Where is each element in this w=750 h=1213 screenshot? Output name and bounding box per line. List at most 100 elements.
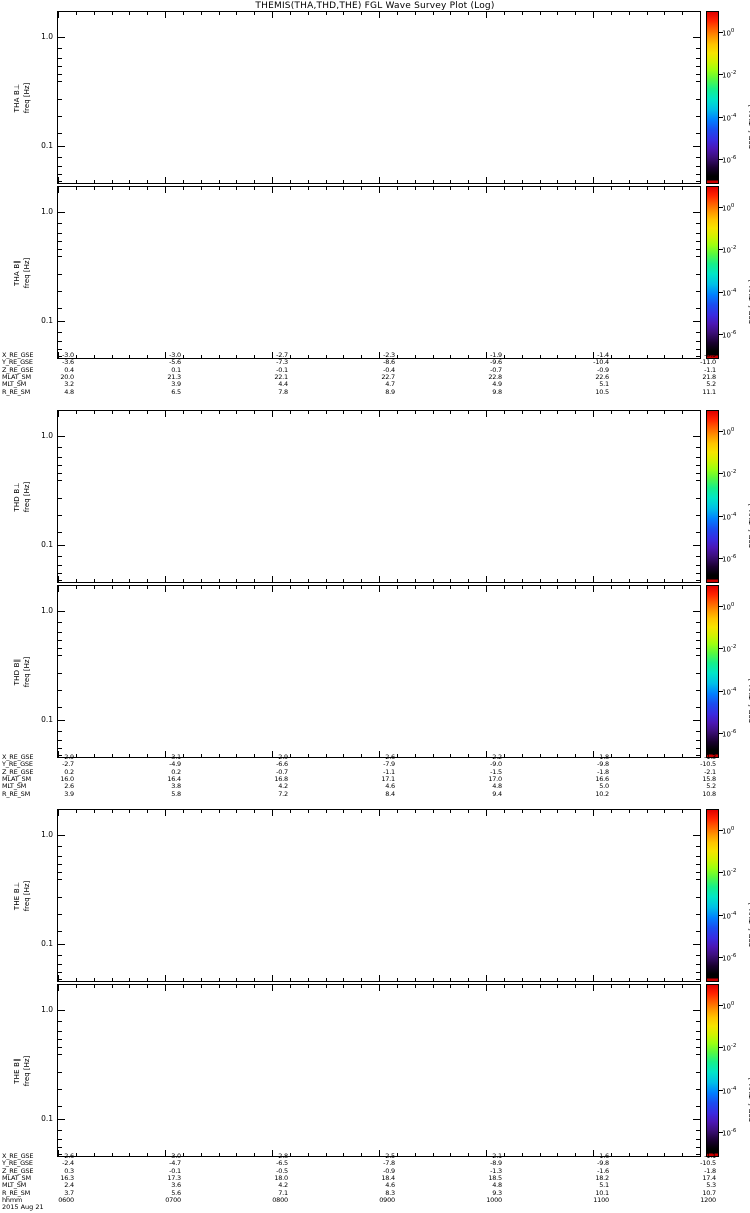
x-tick bbox=[540, 579, 541, 582]
y-tick bbox=[58, 1130, 62, 1131]
x-tick bbox=[450, 180, 451, 183]
x-tick bbox=[112, 985, 113, 988]
x-tick bbox=[219, 754, 220, 757]
y-tick bbox=[693, 611, 700, 612]
spectrogram-panel-tha-para[interactable] bbox=[57, 186, 701, 359]
spectrogram-panel-thd-para[interactable] bbox=[57, 585, 701, 758]
colorbar-thd-para[interactable] bbox=[706, 585, 719, 758]
spectrogram-panel-the-para[interactable] bbox=[57, 984, 701, 1157]
x-tick bbox=[504, 586, 505, 589]
x-tick bbox=[664, 411, 665, 414]
y-tick bbox=[693, 146, 700, 147]
ephemeris-value: 9.8 bbox=[492, 387, 502, 396]
ephemeris-value: -1.1 bbox=[383, 767, 395, 776]
spectrogram-panel-the-perp[interactable] bbox=[57, 809, 701, 982]
ephemeris-value: 7.2 bbox=[278, 789, 288, 798]
x-tick bbox=[326, 978, 327, 981]
x-tick bbox=[593, 751, 594, 757]
colorbar-tick bbox=[719, 159, 723, 160]
x-tick bbox=[254, 985, 255, 988]
x-tick bbox=[557, 12, 558, 15]
time-tick-label: 0600 bbox=[58, 1195, 74, 1204]
x-tick bbox=[165, 411, 166, 417]
y-tick bbox=[58, 174, 62, 175]
x-tick bbox=[94, 12, 95, 15]
x-tick bbox=[129, 180, 130, 183]
ephemeris-value: 10.2 bbox=[595, 789, 609, 798]
x-tick bbox=[272, 810, 273, 816]
ephemeris-row-label-y_re_gse: Y_RE_GSE bbox=[2, 1159, 33, 1168]
x-tick bbox=[308, 810, 309, 813]
ephemeris-value: 17.4 bbox=[702, 1173, 716, 1182]
ephemeris-value: 0.2 bbox=[64, 767, 74, 776]
panel-label-tha-perp: THA B⊥ bbox=[13, 83, 21, 112]
x-tick bbox=[379, 975, 380, 981]
y-tick bbox=[58, 99, 62, 100]
colorbar-thd-perp[interactable] bbox=[706, 410, 719, 583]
x-tick bbox=[486, 352, 487, 358]
ephemeris-value: -0.5 bbox=[276, 1166, 288, 1175]
x-tick bbox=[647, 978, 648, 981]
y-tick bbox=[58, 212, 65, 213]
x-tick bbox=[557, 180, 558, 183]
x-tick bbox=[433, 579, 434, 582]
y-tick bbox=[58, 223, 62, 224]
colorbar-tha-para[interactable] bbox=[706, 186, 719, 359]
x-tick bbox=[486, 810, 487, 816]
y-tick bbox=[58, 556, 62, 557]
y-tick bbox=[696, 648, 700, 649]
y-tick bbox=[696, 532, 700, 533]
y-tick bbox=[696, 249, 700, 250]
x-tick bbox=[629, 411, 630, 414]
x-tick bbox=[664, 810, 665, 813]
y-tick bbox=[696, 99, 700, 100]
y-tick bbox=[58, 897, 62, 898]
y-tick bbox=[58, 181, 62, 182]
y-tick bbox=[58, 1031, 62, 1032]
x-tick bbox=[397, 180, 398, 183]
x-tick bbox=[593, 352, 594, 358]
page-title: THEMIS(THA,THD,THE) FGL Wave Survey Plot… bbox=[255, 1, 495, 11]
y-tick-label: 0.1 bbox=[41, 939, 53, 948]
y-tick bbox=[58, 166, 62, 167]
colorbar-the-perp[interactable] bbox=[706, 809, 719, 982]
ephemeris-value: 22.1 bbox=[274, 372, 288, 381]
y-tick bbox=[58, 133, 62, 134]
colorbar-the-para[interactable] bbox=[706, 984, 719, 1157]
x-tick bbox=[343, 355, 344, 358]
ephemeris-value: 5.1 bbox=[599, 1181, 609, 1190]
x-tick bbox=[272, 177, 273, 183]
y-tick bbox=[696, 1054, 700, 1055]
x-tick bbox=[343, 579, 344, 582]
y-tick bbox=[58, 146, 65, 147]
y-tick bbox=[696, 1154, 700, 1155]
x-tick bbox=[415, 411, 416, 414]
x-tick bbox=[308, 754, 309, 757]
x-tick bbox=[575, 187, 576, 190]
x-tick bbox=[450, 579, 451, 582]
x-tick bbox=[557, 579, 558, 582]
x-tick bbox=[629, 754, 630, 757]
x-tick bbox=[504, 1153, 505, 1156]
spectrogram-panel-tha-perp[interactable] bbox=[57, 11, 701, 184]
ephemeris-value: -10.5 bbox=[700, 760, 716, 769]
spectrogram-panel-thd-perp[interactable] bbox=[57, 410, 701, 583]
colorbar-tick bbox=[719, 1090, 723, 1091]
ephemeris-block-thd: X_RE_GSE -2.9 -3.1 -2.9 -2.6 -2.2 -1.8 -1.3 Y_RE… bbox=[0, 753, 750, 814]
ephemeris-value: -0.1 bbox=[276, 365, 288, 374]
colorbar-tick-label: 100 bbox=[722, 826, 735, 836]
y-tick bbox=[58, 740, 62, 741]
y-tick bbox=[58, 157, 62, 158]
x-tick bbox=[522, 985, 523, 988]
x-tick bbox=[254, 187, 255, 190]
x-tick bbox=[76, 985, 77, 988]
x-tick bbox=[236, 754, 237, 757]
colorbar-tha-perp[interactable] bbox=[706, 11, 719, 184]
y-tick bbox=[696, 979, 700, 980]
ephemeris-value: -0.7 bbox=[276, 767, 288, 776]
x-tick bbox=[147, 586, 148, 589]
colorbar-tick bbox=[719, 1132, 723, 1133]
ephemeris-value: 4.2 bbox=[278, 782, 288, 791]
x-tick bbox=[219, 810, 220, 813]
